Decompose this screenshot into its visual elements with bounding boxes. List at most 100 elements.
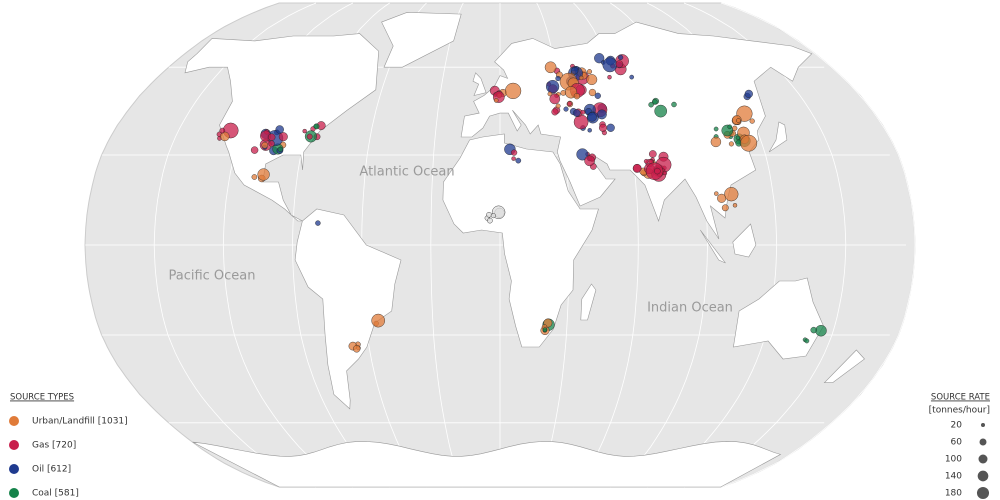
source-dot <box>567 101 573 107</box>
source-dot <box>268 133 276 141</box>
source-dot <box>588 88 597 97</box>
ocean-label: Pacific Ocean <box>168 269 255 284</box>
source-dot <box>353 345 361 353</box>
source-dot <box>649 150 657 158</box>
source-dot <box>654 167 661 175</box>
legend-swatch <box>9 416 19 426</box>
source-dot <box>251 174 258 180</box>
source-dot <box>261 141 269 149</box>
source-dot <box>571 66 579 75</box>
source-dot <box>587 128 592 133</box>
source-dot <box>515 157 522 164</box>
source-dot <box>486 211 492 218</box>
landmass <box>768 121 788 153</box>
legend-title: SOURCE RATE <box>931 393 990 403</box>
source-dot <box>555 103 561 109</box>
source-dot <box>547 91 553 97</box>
source-dot <box>511 156 516 161</box>
landmass <box>442 133 599 348</box>
source-dot <box>315 220 321 226</box>
legend: Urban/Landfill [1031] Gas [720] Oil [612] C… <box>9 416 990 500</box>
landmass <box>294 208 402 410</box>
landmass <box>823 349 865 383</box>
source-dot <box>749 118 755 124</box>
source-dot <box>277 146 283 152</box>
source-dot <box>579 75 584 81</box>
landmass <box>733 277 824 360</box>
rate-label: 140 <box>945 472 962 482</box>
rate-label: 20 <box>951 421 963 431</box>
rate-circle <box>979 438 987 446</box>
source-dot <box>648 101 654 108</box>
source-dot <box>510 149 518 156</box>
source-dot <box>744 89 753 99</box>
source-dot <box>671 101 677 108</box>
source-dot <box>275 125 284 134</box>
source-dot <box>728 141 734 147</box>
source-dot <box>717 193 727 203</box>
legend-unit: [tonnes/hour] <box>929 406 990 416</box>
rate-label: 60 <box>951 438 963 448</box>
source-dot <box>602 57 618 73</box>
landmass <box>472 72 487 96</box>
source-dot <box>727 124 733 130</box>
legend-label: Coal [581] <box>32 489 79 499</box>
source-dot <box>714 191 719 196</box>
legend-swatch <box>9 464 19 474</box>
source-dot <box>724 187 739 202</box>
source-dot <box>652 99 658 105</box>
source-dot <box>713 126 719 132</box>
source-dot <box>617 54 624 61</box>
source-dot <box>654 104 668 118</box>
source-dot <box>576 148 589 161</box>
source-dot <box>302 128 307 134</box>
source-dot <box>740 134 758 152</box>
legend-swatch <box>9 440 19 450</box>
source-dot <box>220 131 230 142</box>
source-dot <box>490 213 496 219</box>
source-dot <box>545 79 560 94</box>
source-dot <box>584 155 595 167</box>
source-dot <box>810 326 817 334</box>
legend-label: Urban/Landfill [1031] <box>32 417 128 427</box>
source-dot <box>587 112 597 122</box>
rate-circle <box>977 470 989 482</box>
source-dot <box>732 203 738 208</box>
landmass <box>192 441 782 488</box>
legend-label: Oil [612] <box>32 465 71 475</box>
emission-sources <box>216 53 827 353</box>
source-dot <box>815 325 827 337</box>
source-dot <box>587 69 593 75</box>
source-dot <box>643 158 649 164</box>
source-dot <box>594 53 605 64</box>
source-dot <box>632 163 642 173</box>
source-dot <box>804 338 810 344</box>
source-dot <box>493 98 499 103</box>
source-dot <box>504 82 522 100</box>
source-dot <box>278 132 288 142</box>
source-dot <box>257 168 270 181</box>
source-dot <box>268 140 275 147</box>
rate-label: 100 <box>945 455 962 465</box>
ocean-label: Indian Ocean <box>647 301 733 316</box>
source-dot <box>313 123 320 130</box>
landmass <box>700 229 726 264</box>
source-dot <box>599 123 608 132</box>
source-dot <box>736 118 741 123</box>
source-dot <box>306 133 313 140</box>
basemap <box>84 2 916 488</box>
source-dot <box>487 217 493 224</box>
source-dot <box>573 93 581 100</box>
landmass <box>580 283 597 321</box>
source-dot <box>615 60 624 68</box>
landmass <box>460 21 813 240</box>
source-dot <box>629 74 635 80</box>
landmass <box>732 223 757 258</box>
source-dot <box>371 313 386 328</box>
source-dot <box>542 327 548 332</box>
source-dot <box>607 74 612 80</box>
source-dot <box>735 135 741 141</box>
source-dot <box>594 92 601 99</box>
source-dot <box>572 109 581 117</box>
